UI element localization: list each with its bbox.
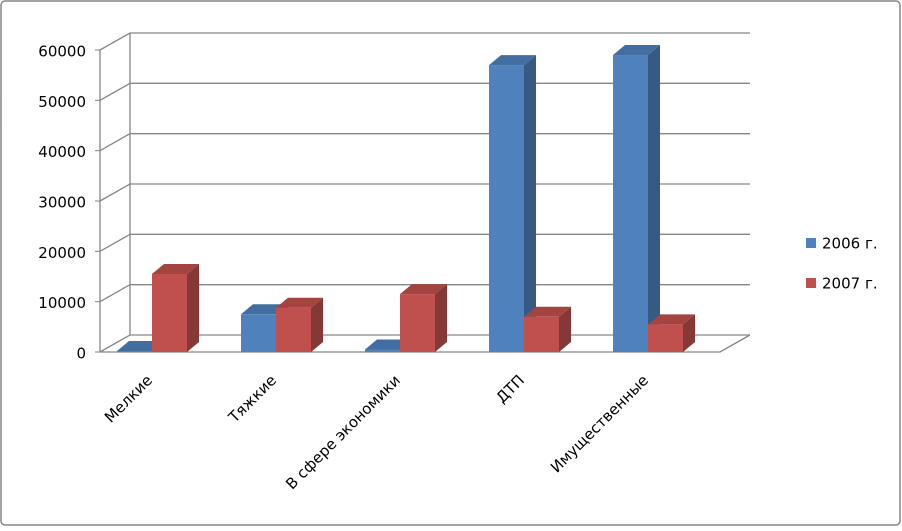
y-tick-label: 0 (76, 345, 86, 363)
bar-side (435, 284, 447, 352)
bar-side (648, 45, 660, 353)
bar (524, 316, 559, 352)
bar (152, 273, 187, 352)
bar-side (559, 306, 571, 352)
y-tick-label: 30000 (38, 194, 86, 212)
bar (648, 324, 683, 352)
bar-top (400, 284, 447, 295)
y-tick-label: 40000 (38, 143, 86, 161)
bar-top (276, 297, 323, 308)
bar (117, 350, 152, 352)
bar (365, 349, 400, 352)
y-tick-label: 60000 (38, 43, 86, 61)
bar-top (152, 263, 199, 274)
grid-line (99, 183, 750, 202)
bar (489, 65, 524, 352)
bar (400, 294, 435, 352)
bar-top (524, 306, 571, 317)
bar (276, 307, 311, 352)
legend-label: 2006 г. (822, 235, 878, 253)
bar (613, 55, 648, 353)
grid-line (99, 233, 750, 252)
bar (241, 314, 276, 352)
y-tick-label: 20000 (38, 244, 86, 262)
grid-line (99, 82, 750, 101)
y-tick-label: 10000 (38, 294, 86, 312)
bar-side (524, 55, 536, 352)
bar-top (613, 45, 660, 56)
legend-label: 2007 г. (822, 275, 878, 293)
grid-line (99, 284, 750, 303)
bar-top (648, 314, 695, 325)
bar-side (187, 263, 199, 352)
y-tick-label: 50000 (38, 93, 86, 111)
bar-side (311, 297, 323, 352)
grid-line (99, 133, 750, 152)
grid-line (99, 32, 750, 51)
legend-swatch (806, 278, 816, 288)
legend-swatch (806, 238, 816, 248)
bar-side (683, 314, 695, 352)
bar-top (489, 55, 536, 66)
